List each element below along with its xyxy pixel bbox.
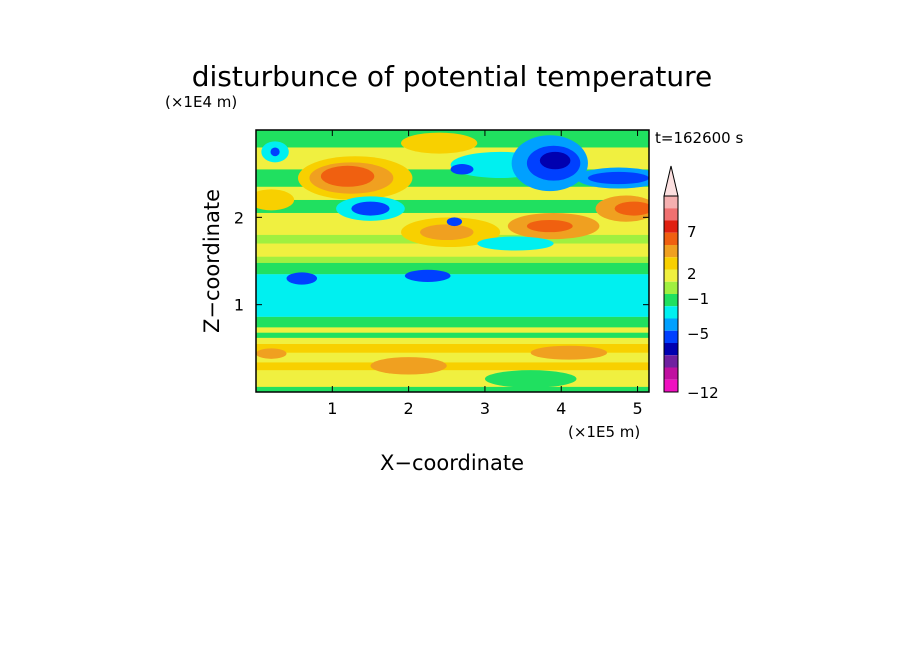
x-tick-label: 5: [632, 399, 642, 418]
colorbar-swatch: [664, 232, 678, 245]
x-axis-label: X−coordinate: [380, 451, 524, 475]
colorbar-label: −5: [687, 325, 709, 343]
colorbar-swatch: [664, 245, 678, 258]
contour-cell-21: [614, 201, 649, 216]
plot-frame: [255, 129, 650, 393]
contour-band-15: [256, 199, 649, 213]
colorbar-swatch: [664, 306, 678, 319]
contour-band-12: [256, 243, 649, 257]
contour-cell-23: [404, 269, 451, 282]
contour-cell-12: [400, 132, 478, 154]
contour-cell-11: [450, 164, 474, 175]
x-tick-label: 1: [327, 399, 337, 418]
time-label: t=162600 s: [655, 129, 743, 147]
colorbar-swatch: [664, 355, 678, 368]
plot-area: [256, 130, 649, 392]
x-tick-label: 4: [556, 399, 566, 418]
contour-band-3: [256, 352, 649, 363]
colorbar-swatch: [664, 379, 678, 392]
x-unit-label: (×1E5 m): [568, 423, 640, 441]
colorbar-swatch: [664, 208, 678, 221]
contour-cell-28: [530, 345, 608, 360]
contour-cell-19: [526, 219, 573, 233]
contour-cell-9: [420, 224, 474, 241]
contour-band-7: [256, 327, 649, 333]
colorbar-swatch: [664, 257, 678, 270]
contour-cell-2: [320, 165, 375, 187]
colorbar-swatch: [664, 294, 678, 307]
contour-cell-3: [256, 189, 295, 211]
contour-band-8: [256, 316, 649, 328]
colorbar-swatch: [664, 281, 678, 294]
colorbar-label: −12: [687, 384, 719, 402]
contour-cell-29: [484, 370, 577, 388]
y-axis: 12: [234, 208, 649, 315]
contour-cell-17: [587, 171, 649, 185]
colorbar-swatch: [664, 269, 678, 282]
contour-band-4: [256, 343, 649, 353]
contour-cell-24: [477, 236, 554, 251]
colorbar-label: 7: [687, 223, 697, 241]
contour-band-11: [256, 256, 649, 263]
colorbar-label: −1: [687, 290, 709, 308]
y-tick-label: 2: [234, 208, 244, 227]
colorbar-swatch: [664, 196, 678, 209]
colorbar-swatch: [664, 343, 678, 356]
colorbar-swatch: [664, 318, 678, 331]
contour-band-9: [256, 274, 649, 317]
y-unit-label: (×1E4 m): [165, 93, 237, 111]
contour-cells: [256, 132, 649, 388]
colorbar: 7 2 −1 −5 −12: [663, 165, 719, 402]
contour-band-6: [256, 332, 649, 338]
colorbar-extend-arrow: [663, 165, 679, 197]
x-axis: 1 2 3 4 5: [327, 130, 643, 418]
contour-cell-22: [286, 272, 318, 285]
contour-cell-27: [370, 357, 447, 375]
colorbar-swatch: [664, 220, 678, 233]
colorbar-swatch: [664, 367, 678, 380]
contour-band-1: [256, 370, 649, 387]
contour-band-5: [256, 337, 649, 344]
contour-cell-26: [256, 348, 287, 359]
contour-band-2: [256, 362, 649, 371]
contour-band-10: [256, 262, 649, 275]
colorbar-frame: [663, 195, 679, 393]
contour-cell-5: [270, 147, 280, 157]
contour-cell-25: [446, 217, 463, 227]
x-tick-label: 3: [480, 399, 490, 418]
chart-title: disturbunce of potential temperature: [192, 60, 713, 93]
y-tick-label: 1: [234, 296, 244, 315]
y-axis-label: Z−coordinate: [200, 189, 224, 333]
contour-cell-7: [351, 201, 390, 216]
colorbar-label: 2: [687, 265, 697, 283]
colorbar-swatch: [664, 330, 678, 343]
contour-band-0: [256, 386, 649, 392]
contour-cell-15: [539, 151, 571, 170]
x-tick-label: 2: [404, 399, 414, 418]
